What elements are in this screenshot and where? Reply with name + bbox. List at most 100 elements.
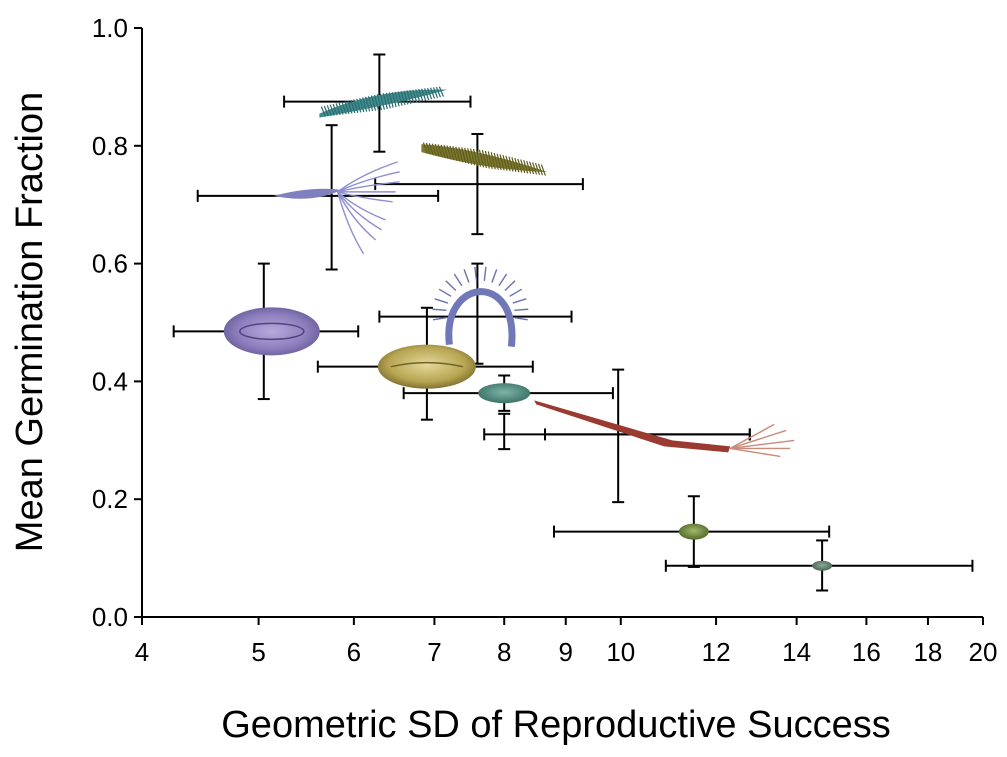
bristle — [493, 152, 499, 170]
bristle — [496, 153, 502, 171]
plume-ray — [337, 191, 393, 203]
awn — [729, 423, 775, 450]
seed-body — [445, 288, 516, 347]
bristle — [523, 160, 529, 174]
bristle — [427, 87, 433, 100]
seed-body — [223, 307, 320, 356]
bristle — [341, 101, 347, 115]
bristle — [511, 157, 517, 172]
seed-groove — [390, 361, 464, 368]
y-tick-label: 1.0 — [92, 13, 128, 43]
bristle — [478, 149, 485, 168]
bristle — [487, 151, 493, 169]
y-tick-label: 0.4 — [92, 366, 128, 396]
bristle — [350, 99, 356, 114]
bristle — [531, 162, 538, 175]
seed-body — [273, 188, 342, 199]
bristle — [512, 298, 527, 304]
bristle — [347, 100, 353, 114]
x-axis-title: Geometric SD of Reproductive Success — [221, 704, 891, 746]
bristle — [483, 266, 487, 281]
bristle — [446, 145, 452, 160]
bristle — [438, 86, 444, 97]
bristle — [379, 93, 385, 110]
bristle — [435, 86, 441, 98]
bristle — [449, 145, 455, 161]
bristle — [388, 92, 394, 108]
teal-bristled-seed-marker — [319, 86, 448, 118]
bristle — [432, 308, 447, 311]
bristle — [470, 148, 476, 166]
bristle — [514, 157, 520, 173]
awned-seed-marker — [534, 400, 795, 458]
bristle — [432, 316, 447, 321]
bristle — [498, 273, 508, 287]
bristle — [412, 89, 418, 103]
olive-bristled-seed-marker — [421, 142, 548, 176]
bristle — [437, 144, 443, 158]
seed-markers — [223, 86, 833, 571]
bristle — [356, 98, 362, 113]
bristle — [394, 91, 400, 107]
bristle — [323, 105, 329, 117]
bristle — [526, 160, 532, 174]
bristle — [490, 152, 496, 170]
bristle — [425, 142, 431, 155]
bristle — [359, 98, 365, 113]
seed-body — [377, 344, 476, 389]
seed-body — [812, 560, 833, 571]
bristle — [509, 288, 523, 297]
bristle — [332, 103, 338, 116]
purple-oval-seed-marker — [223, 307, 320, 356]
bristle — [432, 87, 439, 99]
bristle — [513, 316, 528, 321]
bristle — [464, 147, 470, 164]
plume-ray — [337, 161, 398, 193]
bristle — [481, 149, 487, 169]
bristle — [434, 298, 449, 304]
seed-body — [478, 383, 531, 404]
bristle — [418, 88, 424, 102]
plume-ray — [337, 171, 400, 193]
bristle — [505, 155, 511, 172]
bristle — [484, 150, 490, 169]
seed-body — [678, 523, 709, 540]
plume-ray — [337, 191, 377, 241]
bristle — [491, 269, 498, 283]
bristle — [472, 148, 479, 167]
y-tick-label: 0.0 — [92, 602, 128, 632]
bristle — [409, 89, 415, 104]
bristle — [534, 162, 541, 176]
tan-oval-seed-marker — [377, 344, 476, 389]
bristle — [455, 146, 461, 162]
x-tick-label: 6 — [347, 637, 361, 667]
bristle — [474, 266, 478, 281]
bristle — [458, 146, 464, 163]
x-tick-label: 14 — [782, 637, 811, 667]
plume-ray — [337, 191, 382, 231]
bristle — [429, 87, 436, 99]
coiled-seed-marker — [432, 266, 529, 347]
bristle — [443, 145, 449, 159]
y-tick-label: 0.2 — [92, 484, 128, 514]
bristle — [365, 96, 371, 112]
bristle — [373, 94, 380, 111]
x-tick-label: 9 — [559, 637, 573, 667]
bristle — [461, 147, 467, 164]
x-tick-label: 8 — [497, 637, 511, 667]
green-small-seed-marker — [678, 523, 709, 540]
bristle — [376, 94, 382, 111]
bristle — [502, 155, 508, 171]
bristle — [367, 96, 374, 112]
bristle — [362, 97, 368, 112]
bristle — [421, 88, 427, 101]
bristle — [424, 88, 430, 101]
bristle — [382, 93, 388, 110]
x-ticks: 4 5 6 7 8 9 10 12 14 16 18 20 — [135, 617, 997, 667]
error-bar — [378, 262, 573, 365]
teal-small-seed-marker — [478, 383, 531, 404]
bristle — [406, 90, 412, 104]
bristle — [438, 288, 452, 297]
bristle — [338, 102, 344, 115]
